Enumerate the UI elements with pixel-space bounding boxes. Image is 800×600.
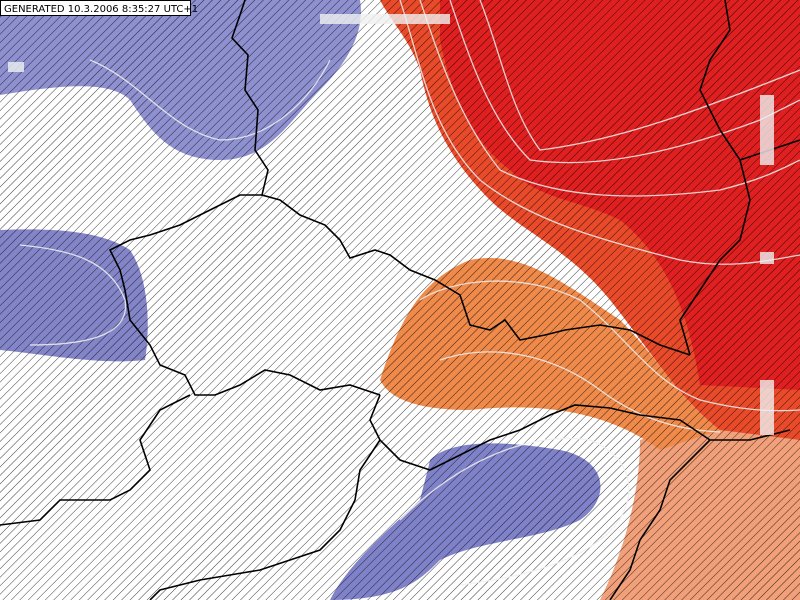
timestamp: GENERATED 10.3.2006 8:35:27 UTC+1	[4, 4, 198, 15]
border	[679, 0, 751, 356]
artifact	[8, 62, 24, 72]
isoline	[399, 437, 630, 586]
pixel-artifacts	[8, 14, 774, 435]
isoline	[419, 280, 800, 412]
isoline	[439, 351, 721, 433]
isoline	[479, 0, 800, 151]
isoline	[89, 59, 331, 141]
border	[108, 194, 381, 396]
border	[369, 394, 791, 471]
isoline	[419, 0, 800, 197]
isolines	[19, 0, 800, 586]
timestamp-box	[0, 0, 191, 16]
border	[0, 394, 191, 526]
isoline	[399, 0, 800, 265]
artifact	[760, 380, 774, 435]
border	[231, 0, 691, 356]
artifact	[320, 14, 450, 24]
artifact	[760, 252, 774, 264]
border	[609, 439, 711, 600]
border	[149, 439, 381, 600]
artifact	[760, 95, 774, 165]
isoline	[449, 0, 800, 164]
isoline	[19, 244, 127, 346]
